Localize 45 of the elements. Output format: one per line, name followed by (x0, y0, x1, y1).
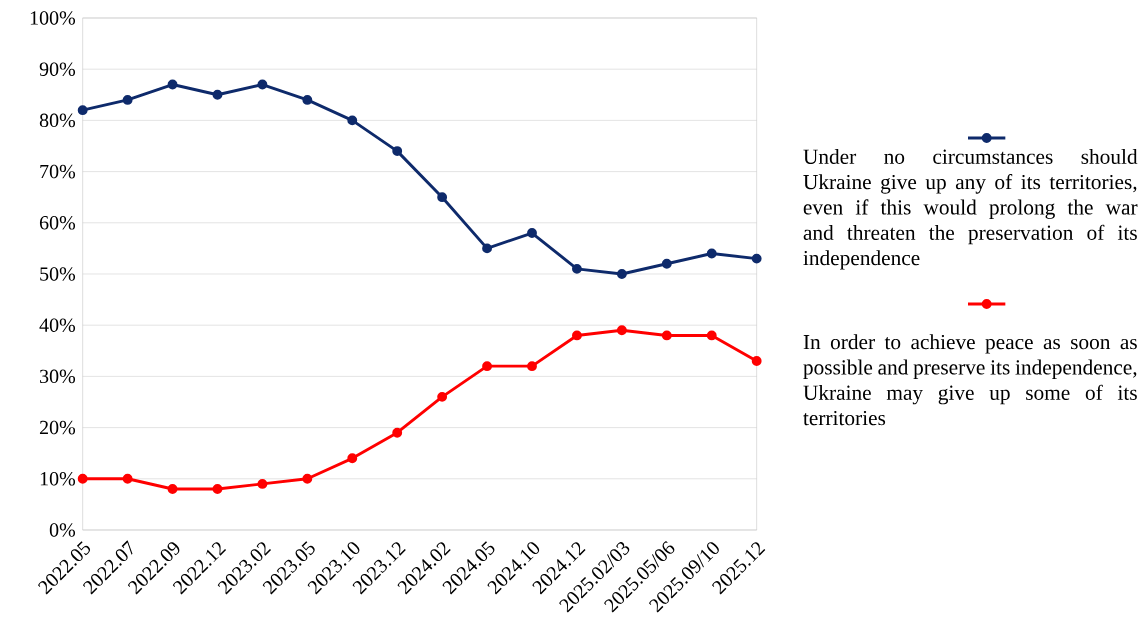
y-tick-label: 10% (40, 472, 76, 486)
point (527, 228, 537, 238)
point (167, 79, 178, 90)
y-tick-label: 90% (39, 62, 76, 76)
y-tick-label: 50% (40, 267, 76, 281)
point (257, 478, 268, 489)
point (751, 356, 762, 366)
point (347, 453, 358, 464)
point (572, 263, 582, 274)
point (392, 146, 403, 157)
y-tick-label: 60% (39, 216, 76, 230)
legend-label: Under no circumstances should Ukraine give up any of its territories, even if this would prolong the war and threaten the preservation of its independence (803, 148, 1138, 270)
point (122, 473, 133, 484)
point (616, 269, 627, 279)
point (122, 94, 133, 105)
point (751, 253, 762, 264)
point (572, 330, 582, 341)
point (257, 79, 268, 90)
point (661, 258, 672, 269)
y-tick-label: 80% (39, 113, 76, 128)
y-tick-label: 20% (39, 420, 76, 435)
point (167, 484, 178, 494)
point (616, 325, 627, 336)
point (77, 105, 88, 116)
y-tick-label: 30% (40, 369, 76, 384)
point (437, 192, 448, 203)
point (437, 391, 448, 402)
point (661, 330, 672, 341)
point (706, 248, 717, 259)
y-tick-label: 40% (39, 318, 76, 332)
y-tick-label: 100% (30, 11, 76, 25)
point (482, 243, 492, 254)
point (392, 427, 403, 438)
point (706, 330, 717, 341)
point (347, 115, 358, 126)
point (482, 361, 492, 372)
point (212, 89, 223, 100)
point (302, 473, 313, 484)
point (527, 361, 537, 372)
y-tick-label: 0% (49, 523, 76, 537)
point (302, 94, 313, 105)
point (212, 484, 223, 494)
point (77, 473, 88, 484)
text: In order to achieve peace as soon as possible and preserve its independence, Ukraine may give up some of its territories (803, 334, 1137, 426)
y-tick-label: 70% (40, 164, 76, 179)
